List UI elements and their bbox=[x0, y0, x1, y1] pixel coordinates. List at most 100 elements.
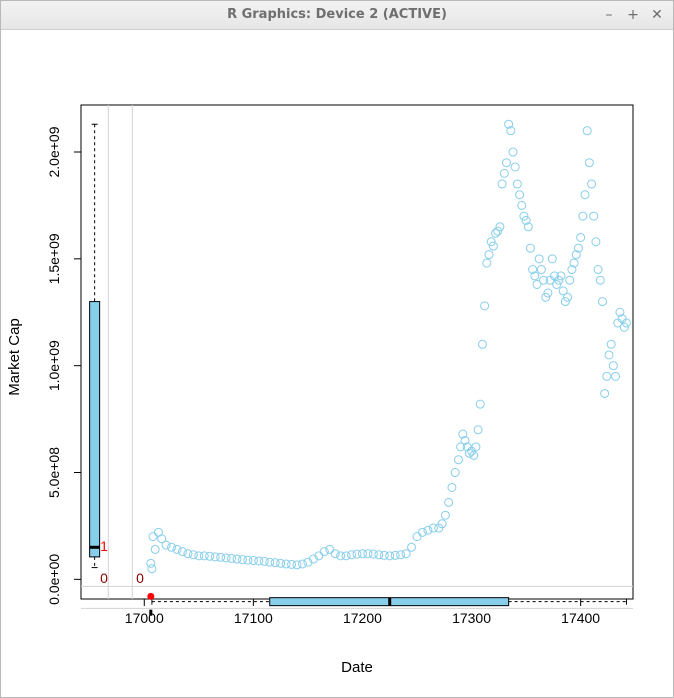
data-point bbox=[276, 558, 286, 568]
y-tick-label: 0.0e+00 bbox=[46, 554, 62, 605]
data-point bbox=[578, 211, 588, 221]
data-point bbox=[259, 556, 269, 566]
both-missing-count: 0 bbox=[136, 570, 144, 586]
data-point bbox=[497, 179, 507, 189]
data-point bbox=[615, 307, 625, 317]
x-missing-count: 0 bbox=[100, 570, 108, 586]
data-point bbox=[543, 288, 553, 298]
data-point bbox=[412, 532, 422, 542]
panel-separators bbox=[81, 105, 633, 609]
data-point bbox=[606, 339, 616, 349]
data-point bbox=[471, 442, 481, 452]
x-tick-label: 17300 bbox=[452, 610, 491, 626]
data-point bbox=[469, 450, 479, 460]
data-point bbox=[428, 523, 438, 533]
x-tick-label: 17400 bbox=[561, 610, 600, 626]
data-point bbox=[194, 551, 204, 561]
data-point bbox=[368, 549, 378, 559]
data-point bbox=[563, 292, 573, 302]
data-point bbox=[437, 519, 447, 529]
data-point bbox=[602, 371, 612, 381]
data-point bbox=[621, 318, 631, 328]
minimize-icon[interactable]: – bbox=[605, 7, 613, 23]
data-point bbox=[319, 547, 329, 557]
data-point bbox=[541, 292, 551, 302]
data-point bbox=[330, 549, 340, 559]
data-point bbox=[147, 564, 157, 574]
data-point bbox=[447, 482, 457, 492]
data-point bbox=[519, 211, 529, 221]
y-axis-label: Market Cap bbox=[6, 318, 23, 396]
data-point bbox=[458, 429, 468, 439]
data-point bbox=[477, 339, 487, 349]
data-point bbox=[148, 532, 158, 542]
data-point bbox=[417, 527, 427, 537]
data-point bbox=[486, 237, 496, 247]
data-point bbox=[521, 215, 531, 225]
data-point bbox=[547, 254, 557, 264]
plot-area: 0.0e+00 5.0e+08 1.0e+09 1.5e+09 2.0e+09 1700… bbox=[6, 104, 634, 676]
data-point bbox=[407, 542, 417, 552]
y-tick-label: 1.5e+09 bbox=[46, 233, 62, 284]
x-axis: 17000 17100 17200 17300 17400 bbox=[125, 599, 600, 626]
data-point bbox=[580, 190, 590, 200]
data-point bbox=[499, 168, 509, 178]
data-point bbox=[571, 250, 581, 260]
data-point bbox=[600, 388, 610, 398]
data-point bbox=[270, 558, 280, 568]
data-point bbox=[227, 553, 237, 563]
data-point bbox=[308, 554, 318, 564]
data-point bbox=[556, 271, 566, 281]
data-point bbox=[161, 540, 171, 550]
data-point bbox=[482, 258, 492, 268]
data-point bbox=[619, 322, 629, 332]
data-point bbox=[357, 549, 367, 559]
data-point bbox=[341, 551, 351, 561]
data-point bbox=[243, 555, 253, 565]
data-point bbox=[440, 510, 450, 520]
y-boxplot bbox=[89, 123, 101, 569]
data-point bbox=[172, 544, 182, 554]
data-point bbox=[584, 158, 594, 168]
data-point bbox=[221, 553, 231, 563]
data-point bbox=[205, 551, 215, 561]
data-point bbox=[493, 226, 503, 236]
window-titlebar[interactable]: R Graphics: Device 2 (ACTIVE) – + ✕ bbox=[1, 1, 673, 30]
data-point bbox=[254, 556, 264, 566]
data-point bbox=[528, 265, 538, 275]
data-point bbox=[390, 550, 400, 560]
y-box-body bbox=[89, 301, 101, 558]
data-point bbox=[199, 551, 209, 561]
data-point bbox=[582, 126, 592, 136]
data-point bbox=[523, 222, 533, 232]
data-point bbox=[248, 556, 258, 566]
data-point bbox=[167, 542, 177, 552]
data-point bbox=[560, 297, 570, 307]
data-point bbox=[611, 371, 621, 381]
data-point bbox=[517, 200, 527, 210]
data-point bbox=[303, 557, 313, 567]
data-point bbox=[558, 286, 568, 296]
data-point bbox=[396, 550, 406, 560]
close-icon[interactable]: ✕ bbox=[651, 7, 663, 23]
data-point bbox=[210, 552, 220, 562]
data-point bbox=[216, 552, 226, 562]
data-point bbox=[608, 361, 618, 371]
data-point bbox=[183, 549, 193, 559]
data-point bbox=[363, 549, 373, 559]
data-point bbox=[591, 237, 601, 247]
data-point bbox=[287, 559, 297, 569]
data-point bbox=[506, 126, 516, 136]
data-point bbox=[501, 158, 511, 168]
data-point bbox=[401, 549, 411, 559]
data-point bbox=[512, 179, 522, 189]
data-point bbox=[573, 243, 583, 253]
maximize-icon[interactable]: + bbox=[627, 7, 639, 23]
data-point bbox=[491, 228, 501, 238]
data-point bbox=[473, 425, 483, 435]
data-point bbox=[484, 250, 494, 260]
data-point bbox=[177, 547, 187, 557]
y-tick-label: 2.0e+09 bbox=[46, 126, 62, 177]
data-point bbox=[552, 279, 562, 289]
